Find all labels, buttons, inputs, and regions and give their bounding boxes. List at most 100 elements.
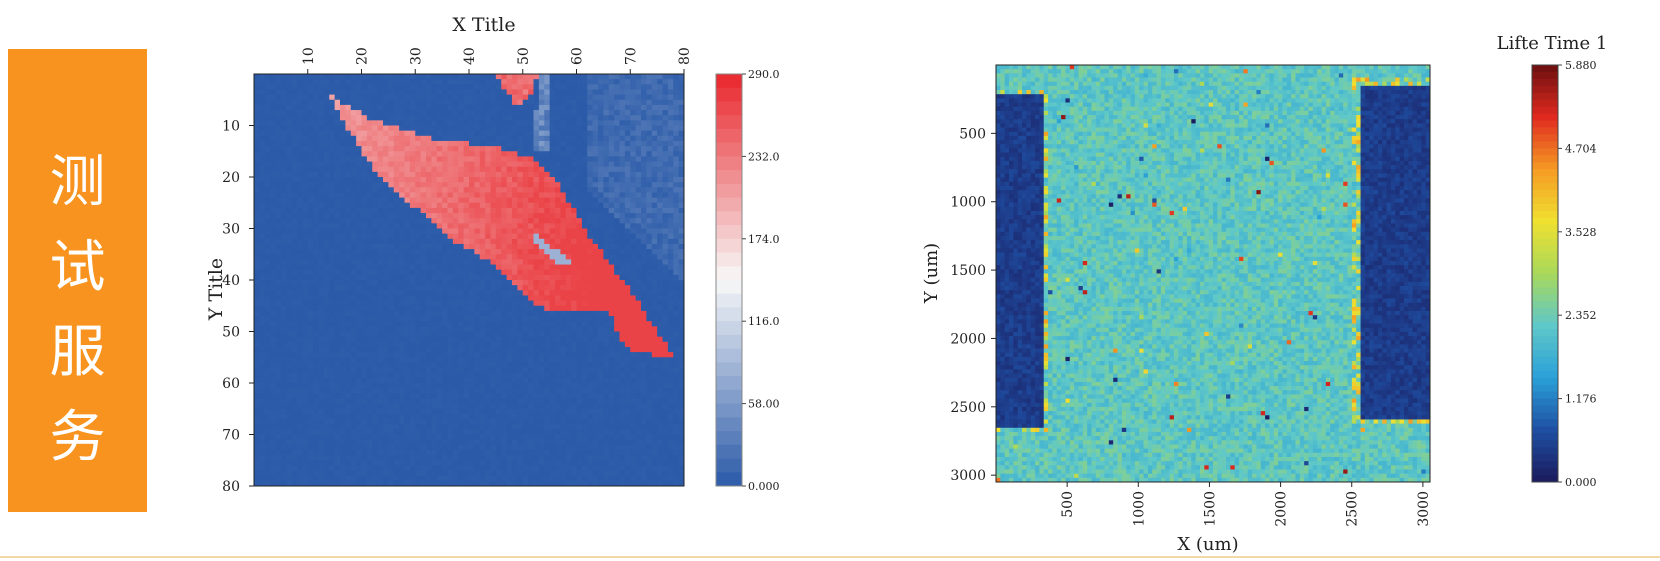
chart1-cell <box>409 254 416 260</box>
chart1-cell <box>463 94 470 101</box>
chart1-cell <box>576 316 583 322</box>
chart1-cell <box>495 274 502 281</box>
chart1-cell <box>630 197 637 204</box>
chart1-cell <box>452 367 459 374</box>
chart1-cell <box>286 238 293 245</box>
chart1-cell <box>383 388 389 394</box>
chart1-cell <box>565 233 572 240</box>
chart1-cell <box>630 104 637 111</box>
chart1-cell <box>388 341 395 348</box>
chart1-cell <box>667 259 674 265</box>
chart1-cell <box>340 182 346 188</box>
chart1-cell <box>512 171 518 178</box>
chart1-cell <box>608 243 615 250</box>
chart1-cell <box>490 161 497 168</box>
chart1-cell <box>635 192 642 198</box>
chart1-cell <box>533 336 540 343</box>
chart1-cell <box>426 202 432 209</box>
chart1-cell <box>576 254 583 260</box>
chart1-cell <box>297 295 303 301</box>
chart1-cell <box>350 305 357 312</box>
chart1-cell <box>662 233 669 240</box>
chart1-cell <box>490 290 497 296</box>
chart1-cell <box>495 377 502 384</box>
chart1-cell <box>452 341 459 348</box>
chart1-cell <box>361 243 368 250</box>
chart1-cell <box>447 218 454 224</box>
chart1-cell <box>415 156 422 162</box>
chart1-cell <box>393 326 400 332</box>
chart1-cell <box>657 341 663 348</box>
chart1-cell <box>302 74 309 80</box>
chart1-cell <box>565 388 572 394</box>
chart1-cell <box>528 135 534 142</box>
chart1-cell <box>474 94 481 101</box>
chart1-cell <box>581 89 588 95</box>
chart1-cell <box>469 269 475 276</box>
chart1-cell <box>657 140 663 147</box>
chart1-cell <box>297 115 303 121</box>
chart1-cell <box>383 346 389 353</box>
chart1-cell <box>458 310 465 317</box>
chart1-cell <box>571 197 577 204</box>
chart1-cell <box>383 362 389 368</box>
chart1-cell <box>318 269 325 276</box>
chart1-cell <box>587 254 594 260</box>
chart1-cell <box>555 192 561 198</box>
chart1-cell <box>667 135 674 142</box>
chart1-cell <box>657 84 663 90</box>
chart1-cell <box>555 233 561 240</box>
chart1-cell <box>512 362 518 368</box>
chart1-cell <box>431 110 438 116</box>
chart1-cell <box>657 213 663 219</box>
chart1-cell <box>318 331 325 338</box>
chart1-cell <box>657 161 663 168</box>
chart1-cell <box>350 295 357 301</box>
chart1-cell <box>495 151 502 157</box>
chart1-cell <box>533 274 540 281</box>
chart1-cell <box>549 300 556 307</box>
chart1-cell <box>506 110 513 116</box>
chart1-cell <box>657 207 663 214</box>
chart1-cell <box>549 367 556 374</box>
chart1-cell <box>587 285 594 291</box>
chart1-cell <box>662 146 669 152</box>
chart1-cell <box>302 243 309 250</box>
chart1-cell <box>372 393 379 399</box>
chart1-cell <box>657 94 663 101</box>
chart1-cell <box>302 326 309 332</box>
chart1-cell <box>517 156 524 162</box>
chart1-cell <box>565 290 572 296</box>
chart1-cell <box>254 264 260 271</box>
chart1-cell <box>495 74 502 80</box>
chart1-cell <box>512 310 518 317</box>
chart1-cell <box>420 346 427 353</box>
chart1-cell <box>549 130 556 137</box>
chart1-cell <box>598 372 604 379</box>
chart1-cell <box>366 233 373 240</box>
chart1-cell <box>286 249 293 255</box>
chart1-cell <box>297 290 303 296</box>
chart1-cell <box>420 357 427 363</box>
chart1-cell <box>297 202 303 209</box>
chart1-cell <box>678 207 685 214</box>
chart1-cell <box>366 305 373 312</box>
chart1-cell <box>334 166 341 173</box>
chart1-cell <box>678 243 685 250</box>
chart1-cell <box>366 336 373 343</box>
chart1-cell <box>323 269 330 276</box>
chart1-cell <box>415 120 422 126</box>
chart1-cell <box>415 207 422 214</box>
chart1-cell <box>366 187 373 193</box>
chart1-cell <box>603 166 610 173</box>
chart1-cell <box>581 285 588 291</box>
chart1-cell <box>560 218 567 224</box>
chart1-cell <box>571 110 577 116</box>
chart1-cell <box>452 336 459 343</box>
chart1-cell <box>329 367 336 374</box>
chart1-cell <box>576 228 583 235</box>
chart1-cell <box>619 171 626 178</box>
chart1-cell <box>383 197 389 204</box>
chart1-cell <box>447 135 454 142</box>
chart1-cell <box>302 130 309 137</box>
